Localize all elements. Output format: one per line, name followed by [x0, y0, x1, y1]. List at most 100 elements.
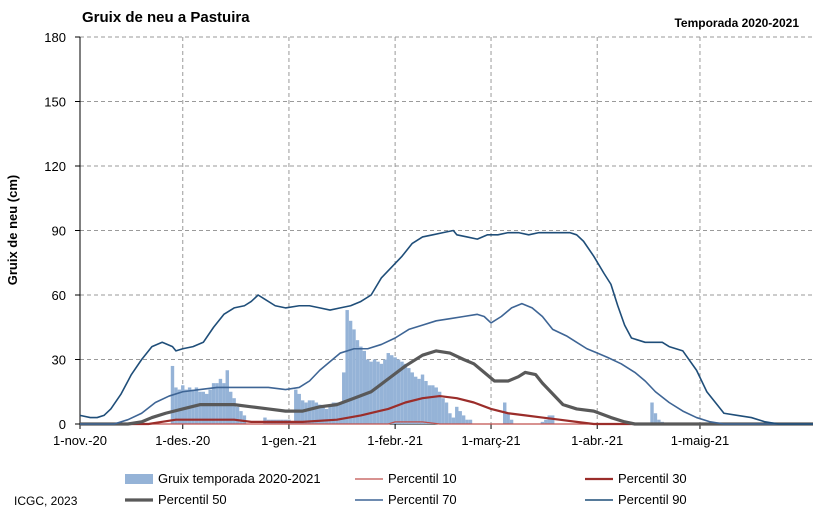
- snow-depth-bar: [348, 320, 353, 424]
- snow-depth-bar: [376, 361, 380, 424]
- series-line-percentil-70: [80, 302, 813, 425]
- series-line-percentil-30: [80, 394, 813, 426]
- snow-depth-bar: [441, 398, 445, 424]
- snow-depth-bar: [400, 361, 404, 424]
- snow-depth-bar: [362, 350, 367, 424]
- snow-depth-bar: [461, 415, 466, 424]
- legend-label: Percentil 30: [618, 471, 687, 486]
- snow-depth-bar: [342, 372, 346, 424]
- snow-depth-bar: [218, 378, 223, 424]
- season-label: Temporada 2020-2021: [674, 16, 799, 30]
- snow-depth-bar: [181, 385, 185, 424]
- snow-depth-bar: [506, 413, 510, 424]
- chart-title: Gruix de neu a Pastuira: [82, 9, 250, 26]
- snow-depth-bar: [383, 359, 387, 424]
- x-tick-label: 1-des.-20: [155, 433, 210, 448]
- legend-label: Percentil 10: [388, 471, 457, 486]
- snow-depth-bar: [431, 385, 435, 424]
- x-tick-label: 1-nov.-20: [53, 433, 107, 448]
- snow-depth-bar: [434, 387, 438, 424]
- snow-depth-bar: [174, 387, 178, 424]
- plot-area: 0 30 60 90 120 150 180 1-nov.-20 1-des.-20 1-gen.…: [44, 30, 813, 448]
- y-tick-label: 120: [44, 159, 66, 174]
- footer-credit: ICGC, 2023: [14, 494, 78, 508]
- snow-depth-bar: [355, 340, 360, 424]
- snow-depth-bar: [427, 385, 432, 424]
- snow-depth-bar: [314, 402, 319, 424]
- snow-depth-bar: [321, 406, 325, 424]
- snow-depth-bar: [455, 406, 459, 424]
- snow-depth-bar: [544, 419, 548, 424]
- snow-depth-bar: [198, 391, 202, 424]
- snow-depth-bar: [335, 402, 339, 424]
- snow-depth-bar: [311, 400, 315, 424]
- snow-depth-bar: [304, 402, 308, 424]
- snow-depth-bar: [653, 413, 658, 424]
- snow-depth-bar: [540, 421, 545, 424]
- x-tick-label: 1-febr.-21: [367, 433, 423, 448]
- snow-depth-bar: [242, 415, 247, 424]
- y-tick-label: 30: [52, 353, 66, 368]
- y-tick-label: 0: [59, 417, 66, 432]
- x-tick-label: 1-gen.-21: [261, 433, 317, 448]
- y-tick-label: 90: [52, 224, 66, 239]
- x-tick-label: 1-abr.-21: [571, 433, 623, 448]
- snow-depth-bar: [232, 398, 236, 424]
- series-line-percentil-50: [80, 349, 813, 426]
- legend-swatch: [125, 474, 153, 484]
- snow-depth-bar: [650, 402, 654, 424]
- snow-depth-bar: [328, 404, 332, 424]
- snow-depth-bar: [379, 363, 384, 424]
- snow-depth-bar: [403, 363, 408, 424]
- snow-depth-bar: [407, 368, 411, 424]
- snow-depth-bar: [177, 389, 182, 424]
- legend-label: Percentil 50: [158, 492, 227, 507]
- x-tick-label: 1-maig-21: [671, 433, 730, 448]
- snow-depth-bar: [451, 417, 456, 424]
- snow-depth-bar: [444, 402, 449, 424]
- snow-depth-bar: [345, 310, 349, 424]
- legend-label: Gruix temporada 2020-2021: [158, 471, 321, 486]
- snow-depth-bar: [324, 408, 329, 424]
- snow-depth-bar: [448, 413, 452, 424]
- snow-depth-bar: [201, 391, 206, 424]
- snow-depth-bar: [657, 419, 661, 424]
- snow-depth-bar: [424, 381, 428, 424]
- snow-depth-bar: [389, 355, 394, 424]
- snow-depth-bar: [509, 419, 514, 424]
- snow-depth-bar: [294, 389, 298, 424]
- snow-depth-bar: [393, 357, 397, 424]
- y-tick-label: 150: [44, 95, 66, 110]
- snow-depth-bar: [225, 370, 229, 424]
- series-line-percentil-90: [79, 229, 813, 425]
- snow-depth-bar: [468, 419, 473, 424]
- snow-depth-bar: [297, 393, 301, 424]
- snow-depth-bar: [331, 402, 336, 424]
- snow-depth-bar: [208, 389, 212, 424]
- y-axis-label: Gruix de neu (cm): [5, 175, 20, 286]
- snow-depth-bar: [465, 419, 469, 424]
- snow-depth-bar: [372, 359, 377, 424]
- snow-depth-bar: [386, 353, 390, 424]
- snow-depth-bar: [396, 359, 401, 424]
- snow-depth-bar: [338, 402, 343, 424]
- snow-depth-bar: [205, 393, 209, 424]
- series-line-percentil-10: [80, 421, 813, 425]
- x-tick-label: 1-març-21: [461, 433, 520, 448]
- snow-depth-bar: [417, 378, 421, 424]
- snow-depth-bar: [352, 329, 356, 424]
- legend-label: Percentil 90: [618, 492, 687, 507]
- snow-depth-bar: [318, 404, 322, 424]
- legend: Gruix temporada 2020-2021 Percentil 10 Per…: [125, 471, 687, 507]
- snow-depth-bar: [437, 391, 442, 424]
- y-tick-label: 60: [52, 288, 66, 303]
- snow-depth-bar: [307, 400, 312, 424]
- legend-label: Percentil 70: [388, 492, 457, 507]
- snow-depth-bar: [239, 411, 243, 424]
- snow-depth-bar: [458, 411, 462, 424]
- snow-depth-bar: [228, 391, 233, 424]
- snow-depth-bar: [410, 372, 414, 424]
